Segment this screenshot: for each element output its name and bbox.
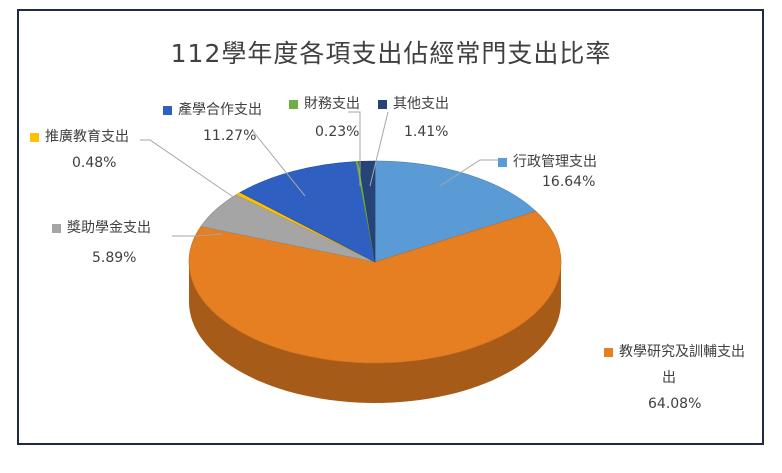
pie-slice-4 <box>239 161 376 263</box>
legend-swatch-extension <box>30 132 39 142</box>
label-finance: 財務支出 0.23% <box>289 94 360 142</box>
leader-line-4 <box>369 111 389 187</box>
legend-swatch-teaching <box>604 347 613 357</box>
label-industry-name: 產學合作支出 <box>178 102 262 118</box>
legend-swatch-finance <box>289 99 298 109</box>
legend-swatch-other <box>378 99 387 109</box>
label-teaching: 教學研究及訓輔支出 出 64.08% <box>604 342 754 414</box>
legend-swatch-admin <box>498 157 507 167</box>
leader-line-0 <box>439 159 498 187</box>
label-admin: 行政管理支出 16.64% <box>498 152 597 192</box>
label-teaching-value: 64.08% <box>648 396 702 412</box>
label-industry: 產學合作支出 11.27% <box>163 100 262 146</box>
label-scholarship-name: 獎助學金支出 <box>67 220 151 236</box>
label-scholarship-value: 5.89% <box>92 250 137 266</box>
label-admin-name: 行政管理支出 <box>513 154 597 170</box>
label-extension-value: 0.48% <box>72 155 117 171</box>
label-finance-value: 0.23% <box>315 124 360 140</box>
legend-swatch-industry <box>163 105 172 115</box>
pie-slice-0 <box>374 160 537 263</box>
label-other-name: 其他支出 <box>393 96 449 112</box>
pie-slice-side-1-0 <box>189 262 561 403</box>
label-other: 其他支出 1.41% <box>378 94 449 142</box>
pie-slice-1 <box>188 211 562 364</box>
leader-line-1 <box>140 139 259 215</box>
label-finance-name: 財務支出 <box>304 96 360 112</box>
leader-line-2 <box>251 129 306 197</box>
leader-line-5 <box>172 233 223 237</box>
label-extension-name: 推廣教育支出 <box>45 129 129 145</box>
label-industry-value: 11.27% <box>203 128 257 144</box>
chart-title: 112學年度各項支出佔經常門支出比率 <box>170 39 612 68</box>
pie-slice-6 <box>358 160 376 263</box>
label-other-value: 1.41% <box>404 124 449 140</box>
label-admin-value: 16.64% <box>542 174 596 190</box>
label-teaching-name: 教學研究及訓輔支出 <box>619 344 745 360</box>
label-extension: 推廣教育支出 0.48% <box>30 127 129 173</box>
leader-line-3 <box>348 111 361 186</box>
legend-swatch-scholarship <box>52 223 61 233</box>
label-scholarship: 獎助學金支出 5.89% <box>52 218 151 268</box>
